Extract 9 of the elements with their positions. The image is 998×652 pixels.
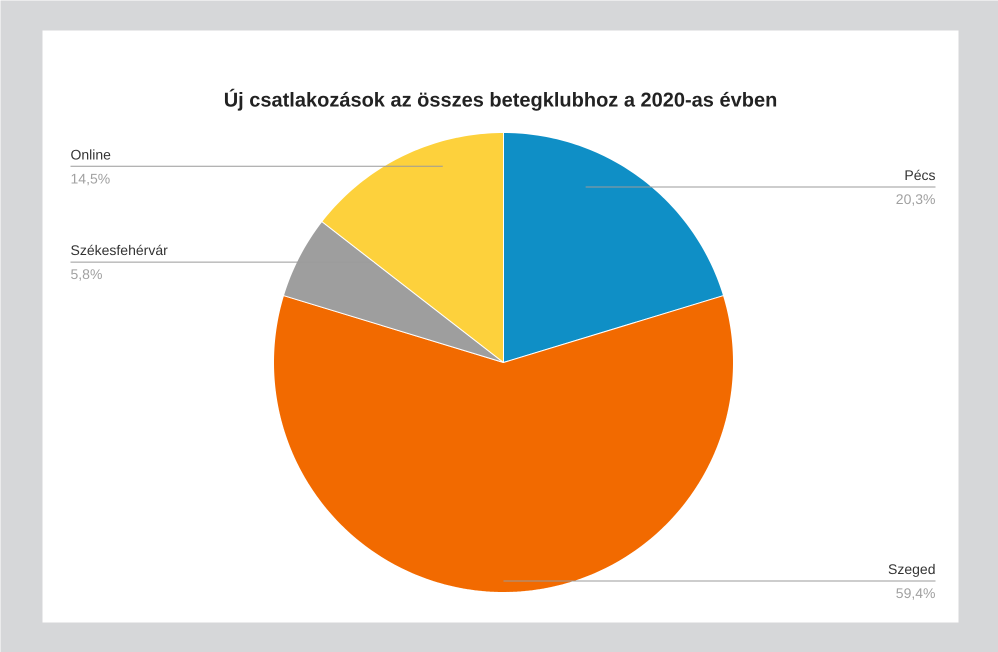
slice-label: Pécs [904, 166, 936, 183]
slice-label: Online [70, 146, 112, 162]
slice-label: Székesfehérvár [70, 242, 168, 258]
chart-title: Új csatlakozások az összes betegklubhoz a 2020-as évben [224, 88, 778, 112]
data-label: 14,5% [70, 170, 110, 186]
data-label: 5,8% [70, 266, 102, 282]
slice-label: Szeged [888, 561, 936, 577]
data-label: 20,3% [896, 190, 936, 207]
data-label: 59,4% [896, 585, 936, 601]
